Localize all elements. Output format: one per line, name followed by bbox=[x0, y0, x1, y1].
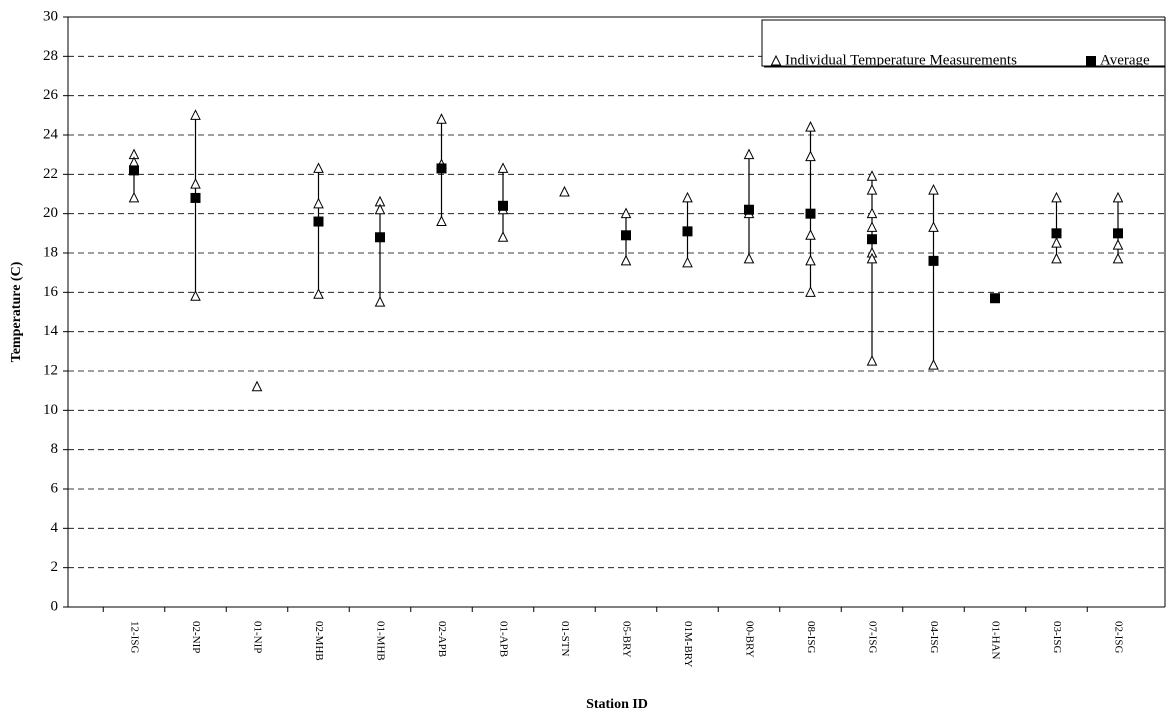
triangle-marker bbox=[1051, 252, 1062, 264]
triangle-marker bbox=[805, 254, 816, 266]
x-tick-label: 12-ISG bbox=[128, 621, 140, 653]
x-tick-label: 04-ISG bbox=[928, 621, 940, 653]
triangle-marker bbox=[866, 221, 878, 232]
y-tick-label: 10 bbox=[43, 402, 58, 418]
triangle-marker bbox=[436, 215, 447, 227]
y-tick-label: 20 bbox=[43, 205, 58, 221]
triangle-marker bbox=[743, 148, 755, 160]
legend-box bbox=[761, 19, 1166, 67]
triangle-marker bbox=[866, 170, 878, 181]
y-tick-label: 8 bbox=[51, 441, 59, 457]
x-tick-label: 01-STN bbox=[559, 621, 571, 657]
triangle-marker bbox=[1051, 191, 1062, 203]
triangle-marker bbox=[251, 380, 263, 392]
triangle-marker bbox=[805, 229, 816, 240]
x-tick-label: 01-NIP bbox=[251, 621, 263, 653]
triangle-marker bbox=[190, 178, 201, 189]
triangle-marker bbox=[770, 54, 782, 66]
triangle-marker bbox=[928, 221, 939, 232]
x-tick-label: 02-MHB bbox=[313, 621, 325, 661]
legend-label: Individual Temperature Measurements bbox=[785, 52, 1017, 68]
x-tick-label: 01-APB bbox=[497, 621, 509, 657]
square-marker bbox=[867, 234, 877, 245]
triangle-marker bbox=[682, 191, 693, 203]
triangle-marker bbox=[190, 290, 201, 301]
y-tick-label: 22 bbox=[43, 166, 58, 182]
triangle-marker bbox=[620, 254, 632, 266]
triangle-marker bbox=[805, 150, 816, 162]
triangle-marker bbox=[128, 191, 140, 203]
y-axis-label: Temperature (C) bbox=[9, 261, 24, 362]
triangle-marker bbox=[928, 358, 939, 370]
square-marker bbox=[1086, 56, 1096, 66]
x-tick-label: 01-HAN bbox=[989, 621, 1001, 660]
square-marker bbox=[1051, 228, 1062, 239]
square-marker bbox=[682, 226, 693, 237]
square-marker bbox=[498, 200, 508, 211]
x-tick-label: 02-NIP bbox=[190, 621, 202, 653]
y-tick-label: 14 bbox=[43, 323, 59, 339]
x-tick-label: 05-BRY bbox=[620, 621, 632, 658]
square-marker bbox=[190, 192, 201, 203]
triangle-marker bbox=[313, 162, 324, 173]
triangle-marker bbox=[928, 183, 939, 195]
x-tick-label: 07-ISG bbox=[866, 621, 878, 653]
y-tick-label: 2 bbox=[51, 559, 59, 575]
legend-label: Average bbox=[1100, 52, 1150, 68]
square-marker bbox=[805, 208, 816, 219]
triangle-marker bbox=[743, 252, 755, 264]
x-axis-label: Station ID bbox=[586, 697, 648, 712]
x-tick-label: 08-ISG bbox=[805, 621, 817, 653]
triangle-marker bbox=[1051, 237, 1062, 248]
y-tick-label: 30 bbox=[43, 8, 58, 24]
y-tick-label: 12 bbox=[43, 362, 58, 378]
y-tick-label: 6 bbox=[51, 480, 59, 496]
triangle-marker bbox=[620, 207, 632, 219]
triangle-marker bbox=[374, 296, 386, 307]
y-tick-label: 24 bbox=[43, 126, 59, 142]
triangle-marker bbox=[866, 207, 878, 219]
y-tick-label: 28 bbox=[43, 48, 58, 64]
triangle-marker bbox=[313, 197, 324, 209]
triangle-marker bbox=[866, 183, 878, 195]
triangle-marker bbox=[682, 256, 693, 268]
triangle-marker bbox=[805, 286, 816, 297]
triangle-marker bbox=[559, 185, 570, 197]
triangle-marker bbox=[805, 121, 816, 132]
x-tick-label: 02-APB bbox=[436, 621, 448, 657]
y-tick-label: 0 bbox=[51, 598, 59, 614]
y-tick-label: 26 bbox=[43, 87, 59, 103]
square-marker bbox=[436, 163, 447, 174]
triangle-marker bbox=[866, 355, 878, 366]
square-marker bbox=[928, 255, 939, 266]
triangle-marker bbox=[1112, 239, 1124, 250]
triangle-marker bbox=[1112, 252, 1124, 264]
square-marker bbox=[313, 216, 324, 227]
y-tick-label: 16 bbox=[43, 284, 59, 300]
square-marker bbox=[990, 293, 1000, 304]
triangle-marker bbox=[497, 162, 509, 173]
y-tick-label: 18 bbox=[43, 244, 58, 260]
square-marker bbox=[129, 165, 139, 176]
triangle-marker bbox=[313, 288, 324, 299]
triangle-marker bbox=[866, 252, 878, 264]
square-marker bbox=[1113, 228, 1123, 239]
x-tick-label: 00-BRY bbox=[743, 621, 755, 658]
y-tick-label: 4 bbox=[51, 520, 59, 536]
triangle-marker bbox=[1112, 191, 1124, 203]
triangle-marker bbox=[374, 203, 386, 215]
square-marker bbox=[621, 230, 631, 241]
x-tick-label: 01-MHB bbox=[374, 621, 386, 661]
square-marker bbox=[744, 204, 754, 215]
triangle-marker bbox=[497, 231, 509, 242]
x-tick-label: 01M-BRY bbox=[682, 621, 694, 668]
square-marker bbox=[375, 232, 385, 243]
x-tick-label: 02-ISG bbox=[1112, 621, 1124, 653]
triangle-marker bbox=[436, 113, 447, 124]
x-tick-label: 03-ISG bbox=[1051, 621, 1063, 653]
triangle-marker bbox=[190, 109, 201, 120]
